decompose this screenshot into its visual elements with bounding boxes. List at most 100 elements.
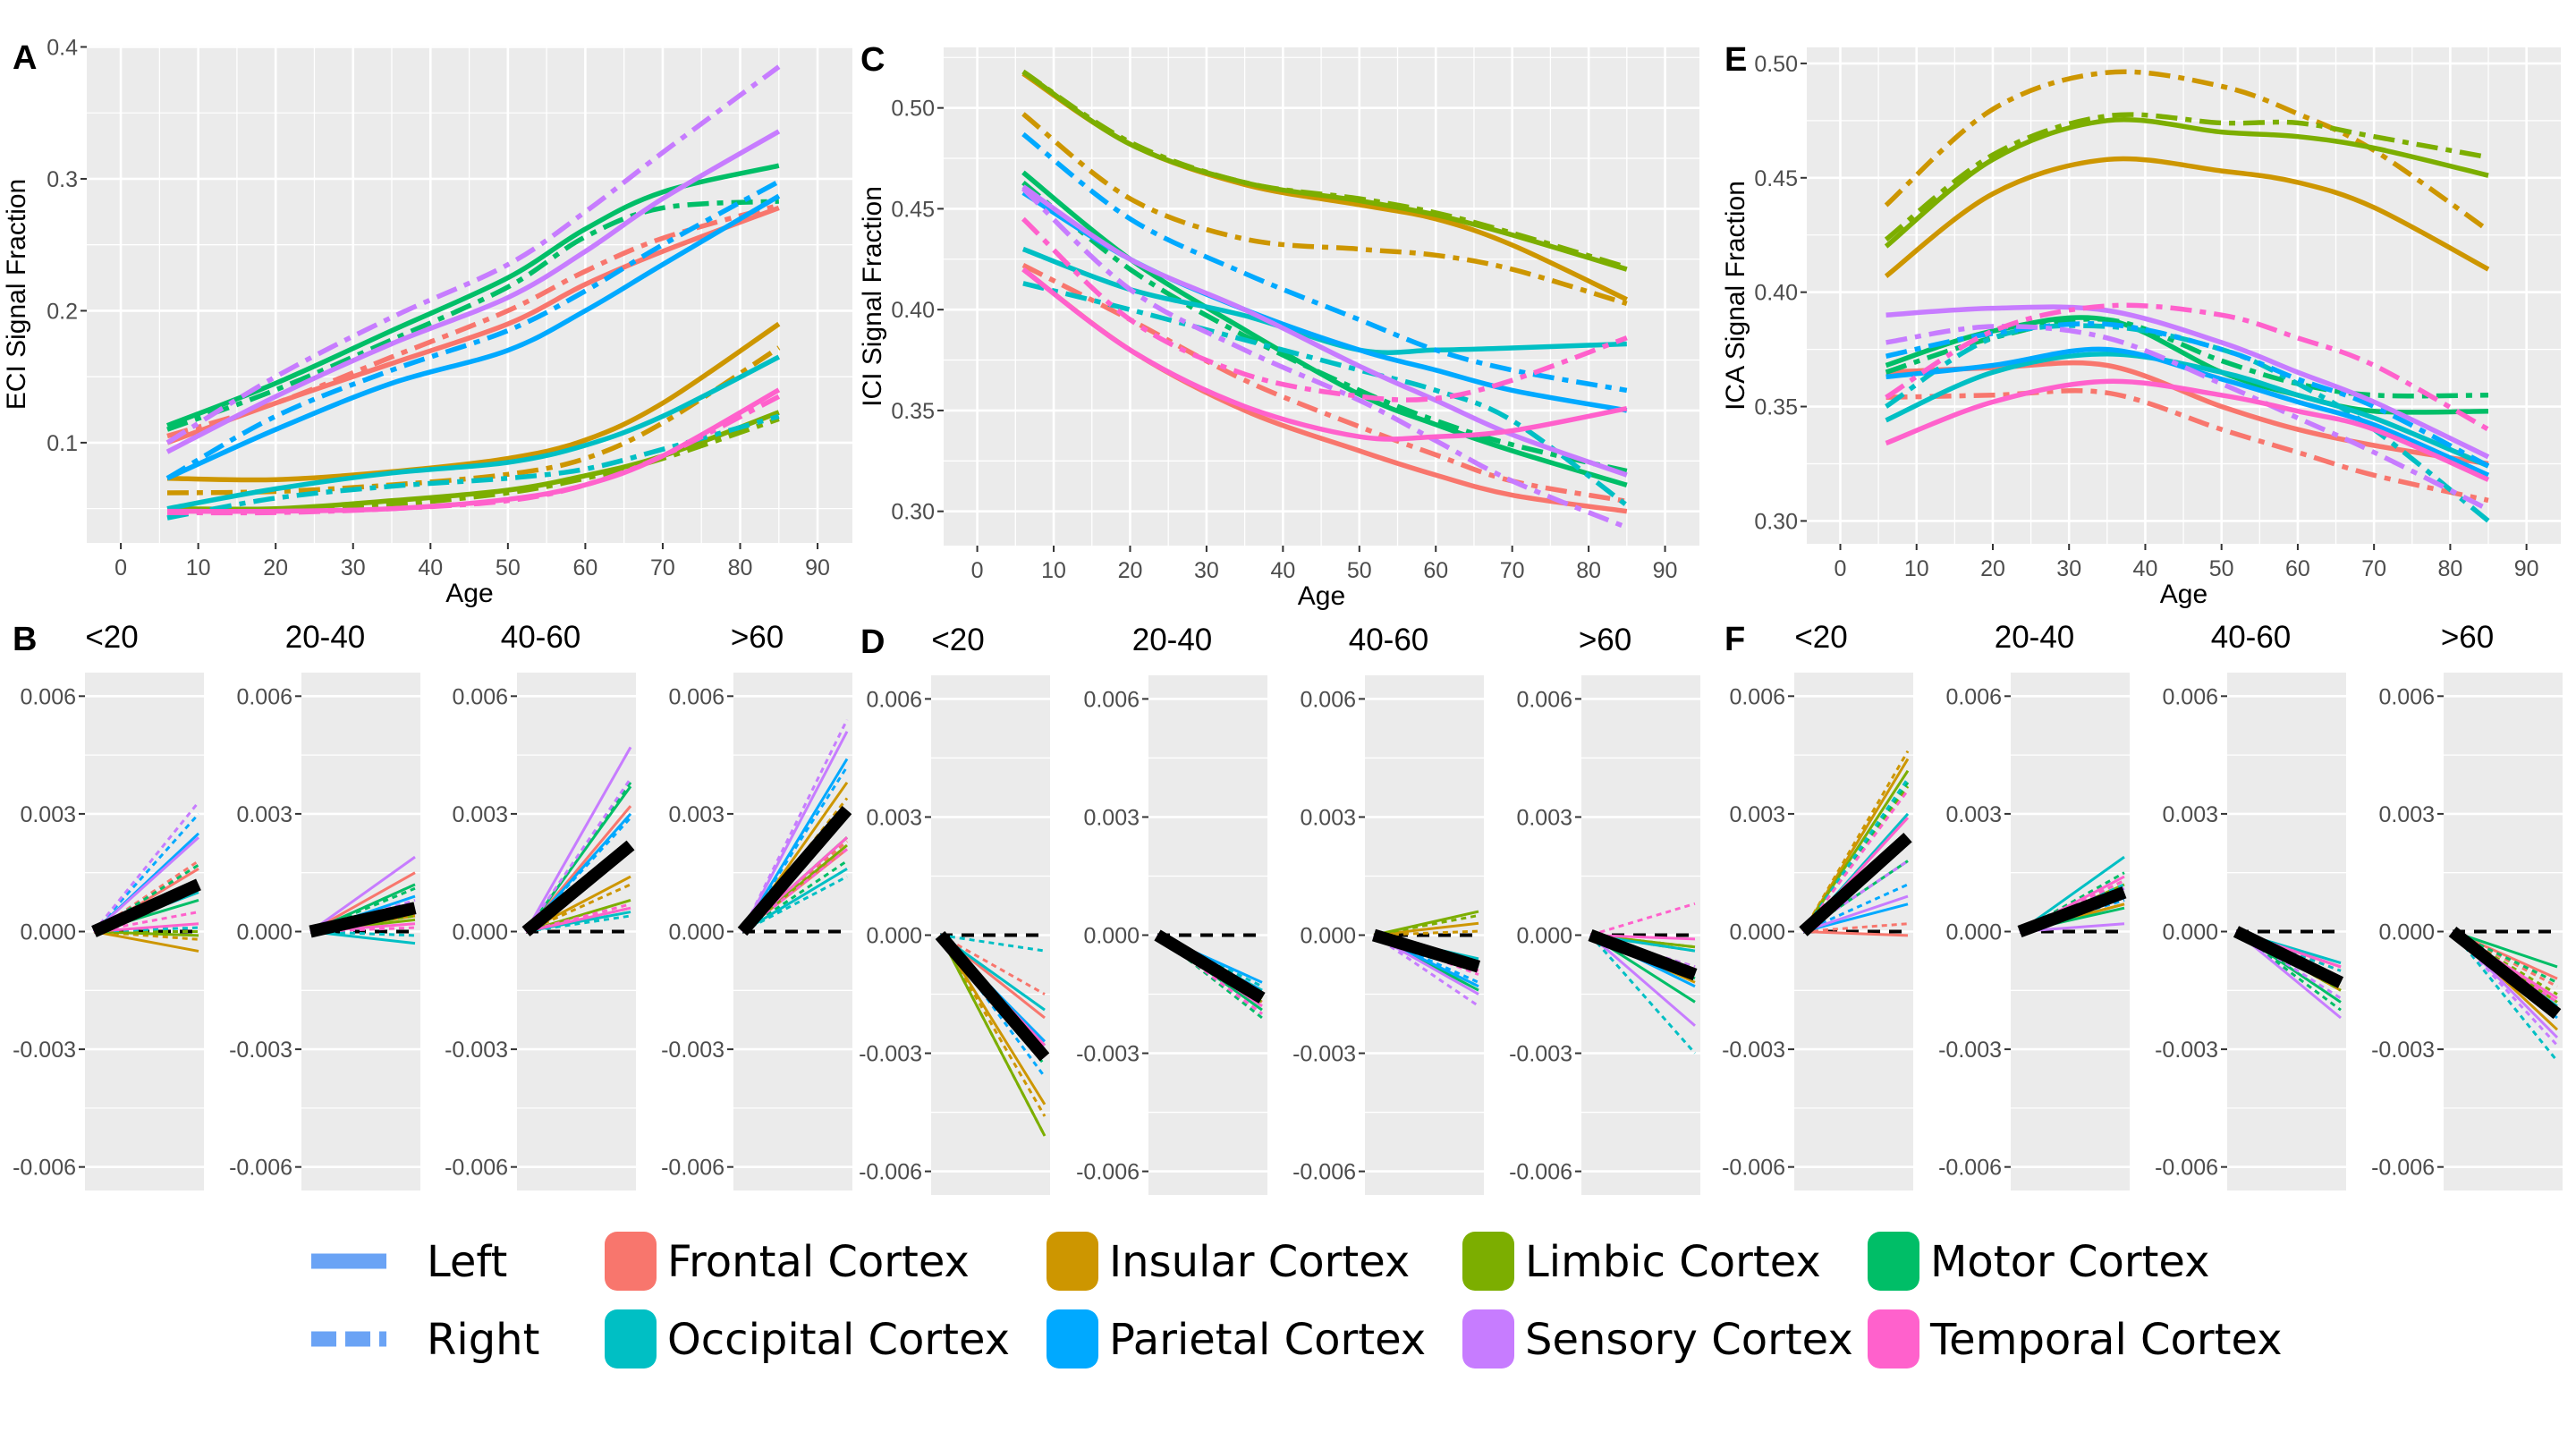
legend-label-limbic-cortex: Limbic Cortex (1525, 1237, 1821, 1287)
mean-slope-line (2233, 926, 2344, 988)
slope-line-sensory-cortex-right (1373, 934, 1479, 1007)
facet-strip-label: 40-60 (1349, 623, 1429, 657)
x-tick-label: 90 (805, 555, 830, 580)
y-tick-label: 0.006 (236, 684, 292, 709)
facet-<20: -0.006 -0.003 0.000 0.003 0.006 <20 (1722, 620, 1913, 1191)
y-tick-label: 0.003 (1300, 805, 1356, 830)
y-tick-label: 0.000 (866, 924, 922, 949)
panel-F: F-0.006-0.0030.0000.0030.006<20-0.006-0.… (1722, 620, 2563, 1191)
legend-label-left: Left (427, 1237, 507, 1287)
x-tick-label: 70 (2361, 556, 2386, 581)
series-line-occipital-cortex-left (166, 354, 781, 512)
facet-strip-label: <20 (1794, 620, 1847, 655)
series-line-temporal-cortex-left (1885, 378, 2490, 482)
x-tick-label: 70 (1500, 558, 1525, 583)
x-tick-label: 60 (1423, 558, 1448, 583)
x-tick-label: 80 (728, 555, 753, 580)
y-tick-label: 0.006 (2378, 684, 2435, 709)
legend-key-occipital-cortex (605, 1309, 657, 1368)
facet-<20: -0.006 -0.003 0.000 0.003 0.006 <20 (13, 620, 204, 1191)
slope-line-temporal-cortex-right (1373, 934, 1479, 976)
y-tick-label: 0.003 (2378, 802, 2435, 827)
facet-strip-label: <20 (931, 623, 984, 657)
series-line-limbic-cortex-right (1884, 112, 2489, 242)
facet-20-40: -0.006 -0.003 0.000 0.003 0.006 20-40 (229, 620, 420, 1191)
slope-line-insular-cortex-right (741, 797, 849, 933)
slope-line-insular-cortex-right (93, 930, 199, 941)
x-tick-label: 20 (1980, 556, 2005, 581)
facet->60: -0.006 -0.003 0.000 0.003 0.006 >60 (661, 620, 852, 1191)
y-tick-label: 0.000 (20, 920, 76, 945)
facet-40-60: -0.006 -0.003 0.000 0.003 0.006 40-60 (445, 620, 636, 1191)
y-tick-label: 0.000 (452, 920, 508, 945)
mean-slope-line (2448, 927, 2562, 1020)
facet-strip-label: <20 (85, 620, 138, 655)
facet->60: -0.006 -0.003 0.000 0.003 0.006 >60 (1509, 623, 1700, 1195)
y-tick-label: 0.006 (1729, 684, 1785, 709)
y-tick-label: 0.006 (20, 684, 76, 709)
legend-key-sensory-cortex (1462, 1309, 1514, 1368)
y-tick-label: -0.006 (661, 1156, 724, 1181)
facet-40-60: -0.006 -0.003 0.000 0.003 0.006 40-60 (1292, 623, 1484, 1195)
legend-label-sensory-cortex: Sensory Cortex (1525, 1315, 1853, 1365)
series-line-sensory-cortex-right (1885, 324, 2490, 513)
y-tick-label: 0.35 (891, 399, 935, 424)
mean-slope-line (1588, 928, 1698, 981)
x-axis-title: Age (2160, 580, 2207, 609)
series-line-frontal-cortex-left (166, 205, 780, 445)
x-tick-label: 0 (971, 558, 984, 583)
x-tick-label: 90 (1653, 558, 1678, 583)
panel-D: D-0.006-0.0030.0000.0030.006<20-0.006-0.… (859, 623, 1700, 1195)
facet-strip-label: 20-40 (1995, 620, 2075, 655)
slope-line-sensory-cortex-left (309, 855, 416, 933)
panel-letter: B (13, 621, 37, 658)
series-line-insular-cortex-left (166, 321, 781, 483)
slope-line-limbic-cortex-left (93, 930, 199, 937)
y-tick-label: 0.006 (866, 687, 922, 712)
y-tick-label: 0.006 (1945, 684, 2002, 709)
y-tick-label: 0.000 (1945, 920, 2002, 945)
x-tick-label: 0 (114, 555, 127, 580)
y-tick-label: 0.003 (1083, 805, 1140, 830)
facet-strip-label: 20-40 (285, 620, 366, 655)
x-tick-label: 40 (1270, 558, 1295, 583)
series-line-occipital-cortex-left (1885, 351, 2490, 469)
x-tick-label: 50 (2209, 556, 2234, 581)
y-tick-label: 0.003 (668, 802, 724, 827)
series-line-temporal-cortex-right (1885, 302, 2490, 432)
x-tick-label: 50 (1347, 558, 1372, 583)
slope-line-frontal-cortex-left (1802, 930, 1909, 937)
slope-line-frontal-cortex-right (1802, 922, 1909, 933)
legend-label-parietal-cortex: Parietal Cortex (1109, 1315, 1426, 1365)
y-tick-label: 0.4 (47, 35, 78, 60)
y-tick-label: 0.006 (2162, 684, 2218, 709)
y-tick-label: -0.003 (1076, 1042, 1140, 1067)
y-tick-label: 0.000 (1729, 920, 1785, 945)
panel-E: 0.30 0.35 0.40 0.45 0.50 0 10 20 30 40 50 60 70 80 90 A… (1721, 41, 2561, 609)
series-line-motor-cortex-left (166, 163, 780, 428)
slope-line-limbic-cortex-right (938, 934, 1046, 1137)
x-tick-label: 20 (1118, 558, 1143, 583)
facet-strip-label: >60 (1579, 623, 1631, 657)
panel-letter: F (1724, 621, 1745, 658)
y-tick-label: -0.003 (859, 1042, 922, 1067)
x-tick-label: 30 (1194, 558, 1219, 583)
facet-<20: -0.006 -0.003 0.000 0.003 0.006 <20 (859, 623, 1050, 1195)
legend-key-motor-cortex (1868, 1232, 1919, 1291)
series-line-sensory-cortex-right (165, 64, 781, 445)
slope-line-occipital-cortex-right (1589, 934, 1697, 1055)
y-tick-label: 0.006 (452, 684, 508, 709)
y-tick-label: -0.006 (1938, 1156, 2002, 1181)
legend-label-right: Right (427, 1315, 539, 1365)
legend-label-occipital-cortex: Occipital Cortex (667, 1315, 1010, 1365)
series-line-temporal-cortex-right (166, 394, 781, 516)
y-tick-label: 0.006 (668, 684, 724, 709)
y-tick-label: 0.003 (20, 802, 76, 827)
legend-label-frontal-cortex: Frontal Cortex (667, 1237, 970, 1287)
y-axis-title: ICI Signal Fraction (858, 186, 887, 407)
y-tick-label: -0.006 (1076, 1160, 1140, 1185)
y-tick-label: 0.50 (891, 97, 935, 122)
panel-letter: E (1724, 41, 1747, 79)
y-tick-label: 0.003 (1729, 802, 1785, 827)
slope-line-occipital-cortex-right (741, 875, 848, 933)
